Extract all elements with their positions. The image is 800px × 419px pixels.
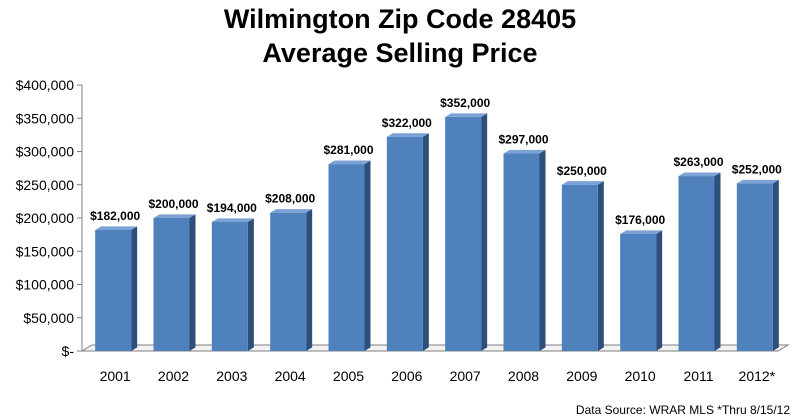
y-tick-label: $- (62, 343, 75, 359)
x-tick-label: 2012* (739, 368, 776, 384)
bar (386, 136, 423, 351)
x-tick-label: 2006 (391, 368, 422, 384)
bar-top (678, 172, 721, 177)
y-tick-label: $150,000 (16, 243, 75, 259)
x-tick-label: 2005 (333, 368, 364, 384)
bar-side (772, 179, 779, 351)
x-tick-label: 2010 (625, 368, 656, 384)
chart-floor (80, 344, 790, 352)
y-tick-label: $200,000 (16, 210, 75, 226)
chart-title: Wilmington Zip Code 28405 Average Sellin… (0, 2, 800, 70)
y-tick-label: $250,000 (16, 177, 75, 193)
y-tick-label: $100,000 (16, 277, 75, 293)
bar (270, 212, 307, 351)
y-tick-label: $50,000 (23, 310, 74, 326)
bar (620, 233, 657, 351)
bar (328, 164, 365, 351)
bar (153, 218, 190, 351)
bar-side (539, 149, 546, 351)
bar (95, 229, 132, 351)
bar (445, 116, 482, 351)
chart-title-line2: Average Selling Price (262, 38, 538, 68)
bar-top (736, 179, 779, 184)
bar-side (481, 113, 488, 351)
bar-side (247, 218, 254, 351)
y-tick-label: $300,000 (16, 144, 75, 160)
bar-value-label: $182,000 (90, 209, 140, 223)
bar-side (656, 230, 663, 351)
y-tick-label: $350,000 (16, 110, 75, 126)
bar-value-label: $281,000 (323, 143, 373, 157)
bar-value-label: $200,000 (148, 197, 198, 211)
bar-side (597, 181, 604, 351)
bar (503, 153, 540, 351)
bar-top (211, 218, 254, 222)
bar-side (714, 172, 721, 351)
x-tick-label: 2008 (508, 368, 539, 384)
bar (211, 221, 248, 351)
bar-top (328, 160, 371, 165)
chart-title-line1: Wilmington Zip Code 28405 (223, 4, 577, 34)
bar-value-label: $250,000 (557, 164, 607, 178)
bar (561, 184, 598, 351)
bar-value-label: $322,000 (382, 116, 432, 130)
bar-value-label: $297,000 (498, 132, 548, 146)
bar-value-label: $194,000 (207, 201, 257, 215)
bar-value-label: $352,000 (440, 96, 490, 110)
bar-top (445, 113, 488, 117)
bar-side (131, 226, 138, 351)
bar-side (189, 214, 196, 351)
bar-value-label: $208,000 (265, 192, 315, 206)
bar-value-label: $176,000 (615, 213, 665, 227)
bar-top (561, 181, 604, 185)
x-tick-label: 2004 (275, 368, 306, 384)
bar-top (95, 226, 138, 230)
bar-side (306, 209, 313, 351)
bar-top (153, 214, 196, 218)
bar (736, 183, 773, 351)
bar-top (270, 209, 313, 213)
x-tick-label: 2007 (450, 368, 481, 384)
x-tick-label: 2001 (100, 368, 131, 384)
bar-side (422, 133, 429, 351)
bar-top (503, 149, 546, 154)
bar-value-label: $252,000 (732, 162, 782, 176)
x-tick-label: 2011 (683, 368, 713, 384)
bar (678, 176, 715, 351)
x-tick-label: 2009 (566, 368, 597, 384)
bar-value-label: $263,000 (673, 155, 723, 169)
x-tick-label: 2002 (158, 368, 189, 384)
y-tick-label: $400,000 (16, 77, 75, 93)
x-tick-label: 2003 (216, 368, 247, 384)
bar-top (620, 230, 663, 234)
bar-side (364, 160, 371, 351)
data-source-note: Data Source: WRAR MLS *Thru 8/15/12 (575, 403, 790, 417)
bar-top (386, 133, 429, 137)
